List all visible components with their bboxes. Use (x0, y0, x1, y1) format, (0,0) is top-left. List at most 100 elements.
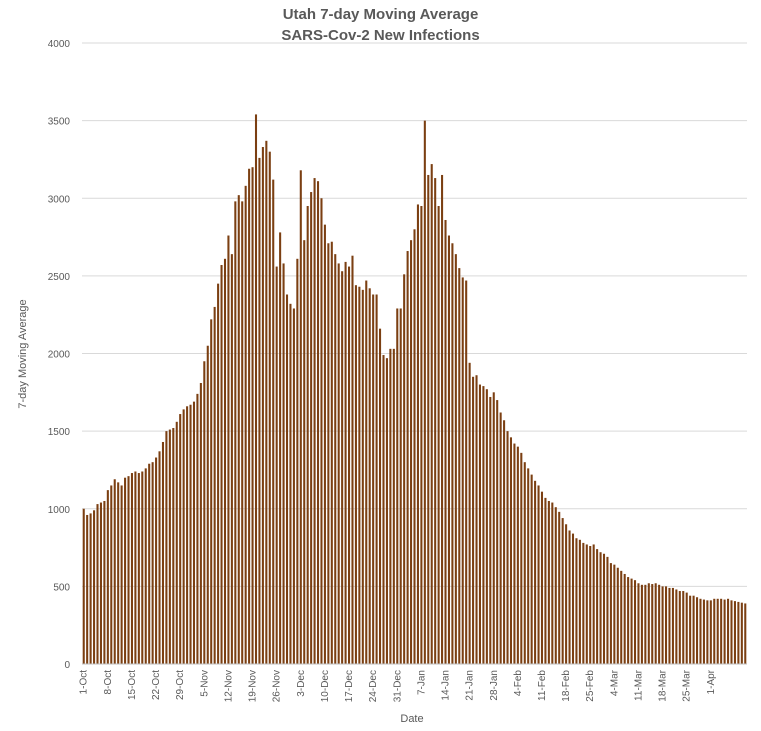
bar (316, 181, 320, 665)
bar (475, 375, 478, 664)
bar (592, 544, 595, 664)
bar (716, 598, 719, 664)
bar (568, 530, 571, 664)
bar (313, 178, 316, 664)
bar (682, 591, 685, 664)
bar (399, 308, 402, 664)
x-tick-label: 31-Dec (392, 670, 403, 702)
bar (647, 583, 650, 664)
x-axis-title: Date (400, 713, 423, 725)
bar (444, 219, 447, 665)
bar (454, 254, 457, 664)
bar (589, 546, 592, 664)
bar (406, 251, 409, 664)
x-tick-label: 29-Oct (175, 670, 186, 700)
bar (744, 603, 747, 664)
bar (382, 355, 385, 664)
x-tick-label: 1-Apr (706, 669, 717, 694)
bar (554, 507, 557, 664)
bar (692, 595, 695, 664)
bar (458, 268, 461, 664)
bar (582, 542, 585, 664)
x-tick-label: 18-Mar (658, 669, 669, 701)
bar (306, 206, 309, 664)
bar (706, 600, 709, 664)
bar (330, 241, 333, 664)
bar (82, 508, 85, 664)
bar (437, 206, 440, 664)
bar (86, 514, 89, 664)
bar (289, 303, 292, 664)
bar (368, 288, 371, 664)
bar (244, 185, 247, 664)
bar (165, 431, 168, 665)
x-tick-label: 25-Mar (682, 669, 693, 701)
bar (606, 556, 609, 664)
bar (120, 485, 123, 664)
bar (499, 412, 502, 664)
bar (671, 587, 674, 664)
bar (323, 224, 326, 664)
bar (103, 500, 106, 664)
bar (275, 266, 278, 664)
bar (117, 482, 120, 664)
bar (99, 502, 102, 664)
bar (730, 600, 733, 664)
bar (451, 243, 454, 664)
bar (696, 597, 699, 664)
y-tick-label: 3000 (48, 194, 71, 205)
bar (630, 578, 633, 664)
bar (468, 362, 471, 664)
bar (540, 491, 544, 664)
bar (537, 485, 540, 664)
bar (616, 567, 619, 664)
bar (613, 564, 616, 664)
bar (258, 157, 261, 664)
bar (168, 429, 171, 664)
bar (713, 598, 716, 664)
bar (96, 504, 99, 664)
y-tick-label: 500 (53, 582, 70, 593)
bar (702, 599, 705, 664)
bar (623, 573, 626, 664)
bar (685, 592, 688, 664)
bar (527, 468, 530, 664)
bar (596, 549, 599, 664)
x-tick-label: 25-Feb (585, 670, 596, 702)
bar (664, 586, 668, 665)
gridlines (82, 42, 747, 587)
bar (93, 510, 96, 664)
bar (506, 431, 509, 665)
bar (654, 583, 657, 664)
bar (530, 474, 533, 664)
bar (699, 598, 702, 664)
x-tick-label: 28-Jan (489, 670, 500, 701)
bar (651, 584, 654, 664)
bar (416, 204, 419, 664)
bar (472, 376, 475, 664)
bar (602, 553, 606, 664)
bar (478, 384, 481, 664)
bar (513, 443, 516, 664)
bar (441, 174, 444, 664)
bar (385, 358, 388, 664)
bar (723, 599, 726, 664)
x-tick-label: 15-Oct (127, 670, 138, 700)
x-tick-label: 22-Oct (151, 670, 162, 700)
bar (372, 294, 375, 664)
bar (292, 308, 295, 664)
x-tick-label: 3-Dec (296, 670, 307, 697)
chart-title: Utah 7-day Moving Average (282, 6, 479, 23)
bar (675, 589, 678, 664)
bar (251, 167, 254, 664)
bar (375, 294, 378, 664)
bar (358, 286, 361, 664)
x-tick-label: 5-Nov (199, 670, 210, 697)
bar (420, 206, 423, 664)
chart-subtitle: SARS-Cov-2 New Infections (281, 27, 480, 44)
x-tick-label: 11-Mar (633, 669, 644, 701)
bar (206, 345, 209, 664)
bar (299, 170, 302, 665)
bar (661, 586, 664, 665)
